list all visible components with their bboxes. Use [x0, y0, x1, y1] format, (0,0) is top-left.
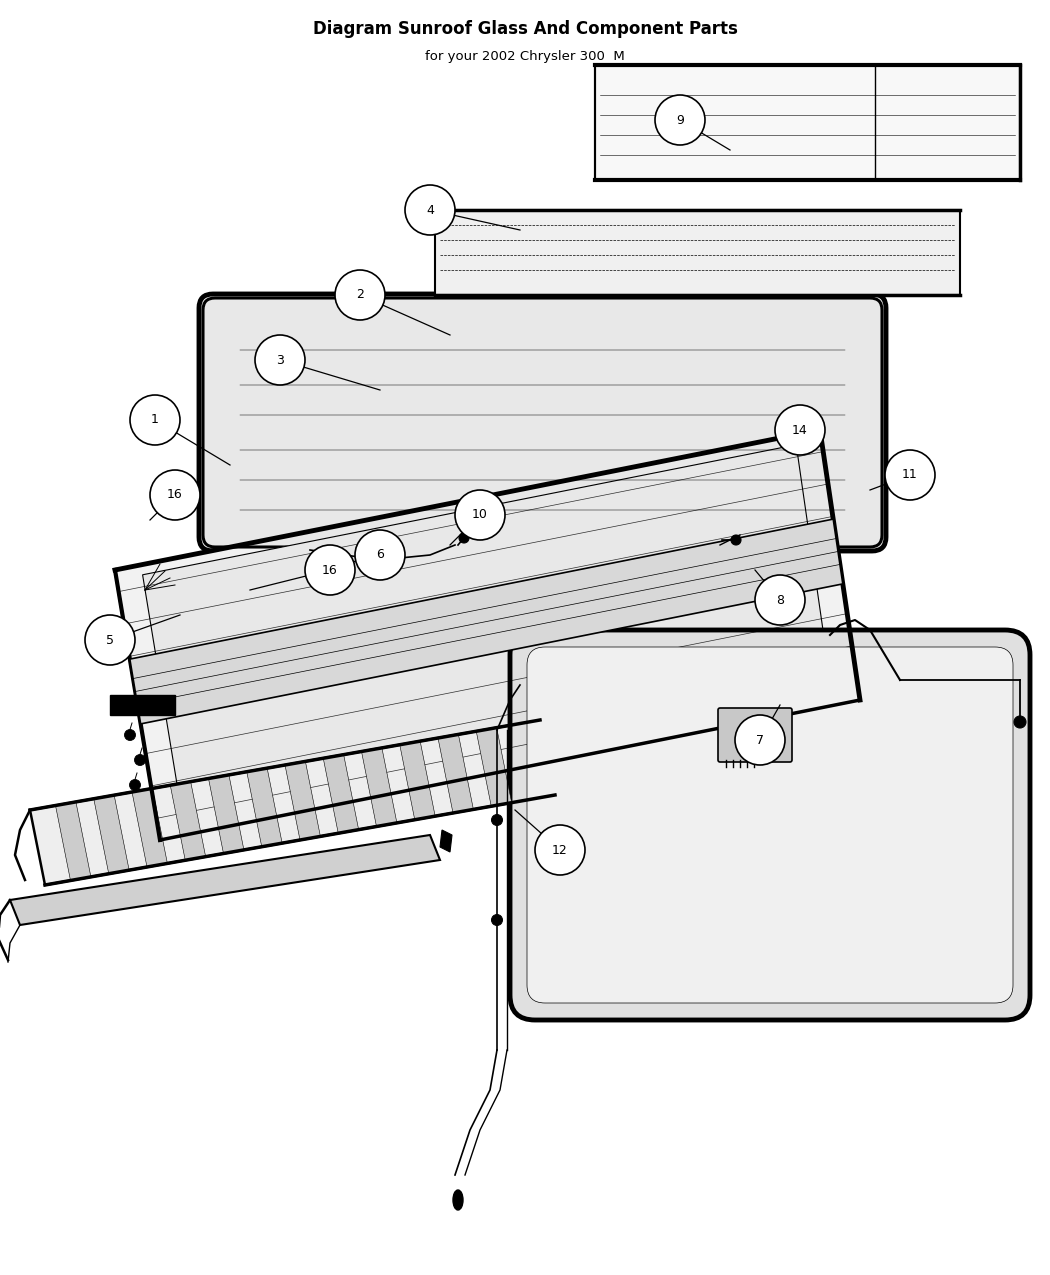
Text: 10: 10	[472, 509, 488, 521]
Circle shape	[491, 815, 503, 825]
Text: 14: 14	[792, 423, 807, 436]
Circle shape	[1014, 717, 1026, 728]
Circle shape	[125, 729, 135, 741]
FancyBboxPatch shape	[510, 630, 1030, 1020]
Circle shape	[775, 405, 825, 455]
Circle shape	[455, 490, 505, 541]
Text: for your 2002 Chrysler 300  M: for your 2002 Chrysler 300 M	[425, 50, 625, 62]
Circle shape	[459, 533, 469, 543]
Circle shape	[130, 395, 180, 445]
Circle shape	[755, 575, 805, 625]
Polygon shape	[438, 734, 474, 813]
Circle shape	[731, 536, 741, 544]
Polygon shape	[400, 741, 435, 820]
Circle shape	[405, 185, 455, 235]
Circle shape	[255, 335, 304, 385]
Polygon shape	[247, 768, 282, 847]
Text: 1: 1	[151, 413, 159, 427]
Circle shape	[150, 470, 200, 520]
FancyBboxPatch shape	[527, 646, 1013, 1003]
Circle shape	[655, 96, 705, 145]
Polygon shape	[10, 835, 440, 924]
Text: 16: 16	[167, 488, 183, 501]
Polygon shape	[323, 755, 359, 834]
Circle shape	[129, 779, 141, 790]
Circle shape	[536, 825, 585, 875]
Circle shape	[735, 715, 785, 765]
Polygon shape	[110, 695, 175, 715]
Polygon shape	[130, 519, 843, 724]
Text: 16: 16	[322, 564, 338, 576]
Circle shape	[885, 450, 934, 500]
FancyBboxPatch shape	[203, 298, 882, 547]
Circle shape	[85, 615, 135, 666]
Polygon shape	[285, 761, 320, 840]
Polygon shape	[132, 788, 167, 867]
Text: Diagram Sunroof Glass And Component Parts: Diagram Sunroof Glass And Component Part…	[313, 20, 737, 38]
Polygon shape	[56, 802, 91, 881]
Circle shape	[491, 914, 503, 926]
Text: 3: 3	[276, 353, 284, 366]
Text: 8: 8	[776, 593, 784, 607]
Polygon shape	[440, 830, 452, 852]
Polygon shape	[116, 430, 860, 840]
Circle shape	[335, 270, 385, 320]
Text: 5: 5	[106, 634, 114, 646]
Circle shape	[304, 544, 355, 595]
Text: 11: 11	[902, 468, 918, 482]
Text: 6: 6	[376, 548, 384, 561]
Polygon shape	[595, 65, 1020, 180]
Text: 2: 2	[356, 288, 364, 301]
Circle shape	[134, 755, 146, 765]
Text: 7: 7	[756, 733, 764, 746]
Polygon shape	[477, 728, 511, 806]
Polygon shape	[30, 720, 555, 885]
Polygon shape	[435, 210, 960, 295]
Polygon shape	[143, 445, 833, 825]
Circle shape	[355, 530, 405, 580]
Text: 12: 12	[552, 844, 568, 857]
Polygon shape	[170, 782, 206, 861]
Text: 4: 4	[426, 204, 434, 217]
Polygon shape	[209, 775, 244, 853]
Polygon shape	[361, 748, 397, 826]
Ellipse shape	[453, 1190, 463, 1210]
FancyBboxPatch shape	[718, 708, 792, 762]
Text: 9: 9	[676, 113, 684, 126]
Polygon shape	[93, 796, 129, 873]
